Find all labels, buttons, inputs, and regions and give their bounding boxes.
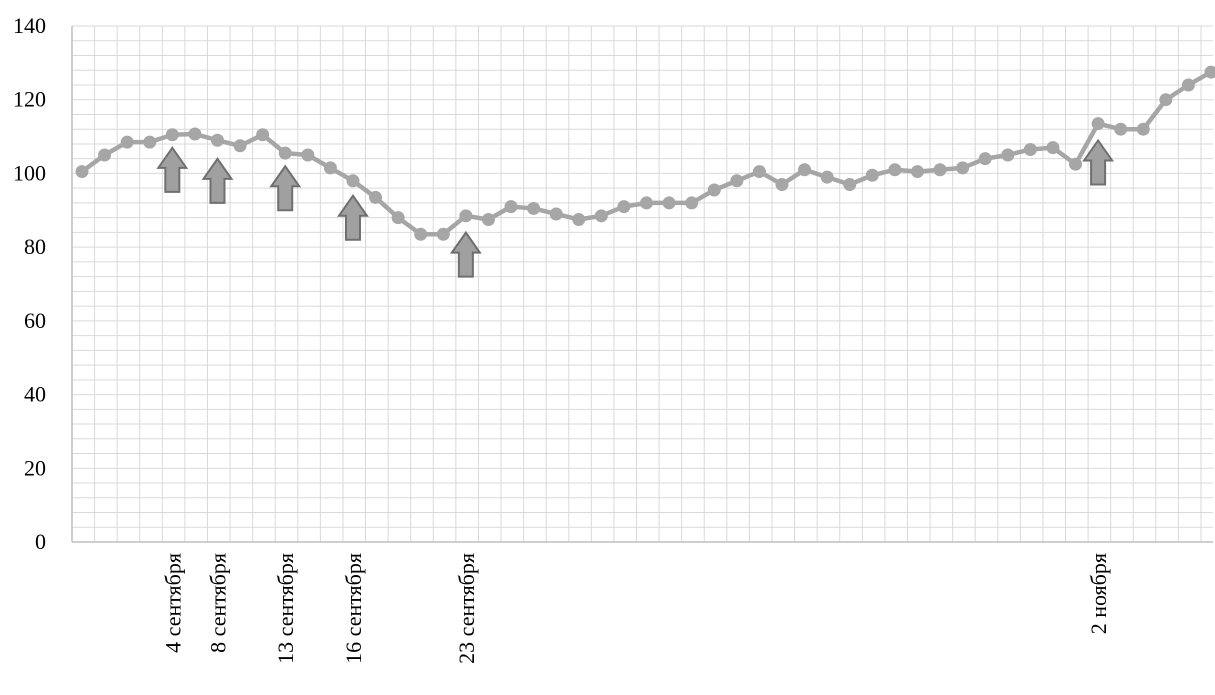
data-point (956, 161, 970, 175)
data-point (865, 168, 879, 182)
data-point (798, 163, 812, 177)
y-tick-label: 20 (24, 455, 46, 480)
data-point (1046, 141, 1060, 155)
data-point (820, 170, 834, 184)
data-point (481, 213, 495, 226)
grid (71, 25, 1213, 543)
y-tick-label: 40 (24, 382, 46, 407)
data-point (1023, 142, 1037, 156)
data-point (572, 213, 586, 226)
data-point (640, 196, 653, 210)
data-point (391, 211, 405, 225)
data-point (707, 183, 721, 197)
x-axis-labels: 4 сентября 8 сентября 13 сентября 16 сентяб… (160, 553, 1111, 664)
data-point (662, 196, 676, 210)
data-point (278, 146, 292, 160)
data-point (459, 209, 473, 223)
data-point (143, 135, 157, 149)
data-point (188, 127, 202, 141)
x-tick-label: 8 сентября (205, 553, 230, 653)
data-point (1069, 157, 1083, 171)
series-line (79, 69, 1214, 237)
data-point (1136, 122, 1150, 136)
arrow-up-icon (201, 157, 234, 204)
series (75, 65, 1215, 241)
arrow-up-icon (449, 230, 482, 278)
data-point (165, 128, 179, 142)
event-arrows (156, 138, 1115, 278)
data-point (594, 209, 608, 223)
data-point (210, 133, 224, 147)
data-point (98, 148, 112, 162)
data-point (75, 165, 89, 179)
data-point (527, 201, 541, 215)
y-tick-label: 120 (13, 87, 46, 112)
data-point (256, 128, 270, 142)
data-point (888, 163, 902, 177)
x-tick-label: 23 сентября (454, 553, 479, 664)
data-point (1091, 117, 1105, 131)
data-point (414, 227, 428, 241)
arrow-up-icon (337, 194, 369, 241)
data-point (1181, 78, 1195, 92)
y-tick-label: 60 (24, 308, 46, 333)
data-point (436, 227, 450, 241)
data-point (775, 177, 789, 191)
x-tick-label: 2 ноября (1086, 553, 1111, 634)
data-point (233, 139, 247, 153)
data-point (685, 196, 699, 210)
data-point (1001, 148, 1015, 162)
y-axis-ticks: 0 20 40 60 80 100 120 140 (13, 13, 46, 554)
y-tick-label: 0 (35, 529, 46, 554)
data-point (301, 148, 315, 162)
data-point (369, 190, 383, 204)
data-point (1204, 65, 1215, 79)
y-tick-label: 100 (13, 160, 46, 185)
arrow-up-icon (156, 146, 189, 193)
data-point (549, 207, 563, 221)
y-tick-label: 80 (24, 234, 46, 259)
arrow-up-icon (269, 164, 302, 212)
data-point (730, 174, 744, 188)
data-point (752, 165, 766, 179)
data-point (843, 177, 857, 191)
data-point (933, 163, 947, 177)
data-point (910, 165, 924, 179)
data-point (1159, 93, 1173, 107)
x-tick-label: 13 сентября (273, 553, 298, 664)
data-point (323, 161, 337, 175)
x-tick-label: 16 сентября (341, 553, 366, 664)
y-tick-label: 140 (13, 13, 46, 38)
data-point (120, 135, 134, 149)
x-tick-label: 4 сентября (160, 553, 185, 653)
data-point (617, 200, 631, 214)
data-point (504, 200, 518, 214)
data-point (978, 152, 992, 166)
data-point (1114, 122, 1128, 136)
data-point (346, 174, 360, 188)
arrow-up-icon (1082, 138, 1115, 186)
